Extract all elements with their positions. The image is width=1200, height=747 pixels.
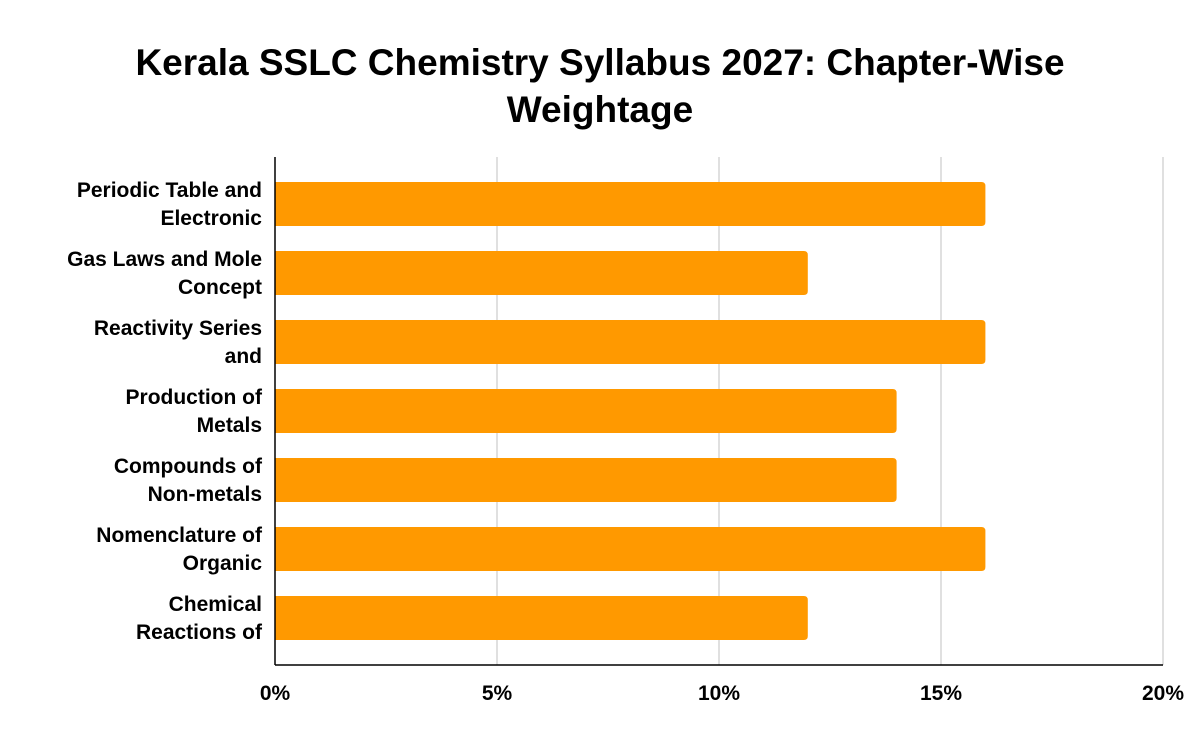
category-label-3-line-2: Metals [197,414,262,437]
category-label-4-line-2: Non-metals [148,483,262,506]
category-label-1-line-2: Concept [178,276,262,299]
category-label-2-line-2: and [225,345,262,368]
category-label-5-line-2: Organic [183,552,263,575]
chart-title-line-2: Weightage [507,89,693,130]
bar-6 [275,596,808,640]
category-label-2-line-1: Reactivity Series [94,317,262,340]
x-tick-label-2: 10% [698,682,740,705]
bars [275,182,986,640]
category-label-1-line-1: Gas Laws and Mole [67,248,262,271]
category-label-0-line-2: Electronic [160,207,262,230]
category-label-6-line-1: Chemical [169,593,262,616]
category-label-6-line-2: Reactions of [136,621,263,644]
category-label-3-line-1: Production of [126,386,263,409]
x-tick-label-4: 20% [1142,682,1184,705]
chart-title-line-1: Kerala SSLC Chemistry Syllabus 2027: Cha… [135,42,1064,83]
bar-3 [275,389,897,433]
category-label-0-line-1: Periodic Table and [77,179,262,202]
x-tick-labels: 0% 5% 10% 15% 20% [260,682,1185,705]
axes [274,157,1163,666]
category-labels: Periodic Table and Electronic Gas Laws and… [67,179,263,644]
x-tick-label-3: 15% [920,682,962,705]
bar-0 [275,182,986,226]
bar-4 [275,458,897,502]
bar-2 [275,320,986,364]
x-tick-label-1: 5% [482,682,513,705]
bar-5 [275,527,986,571]
category-label-5-line-1: Nomenclature of [96,524,263,547]
category-label-4-line-1: Compounds of [114,455,263,478]
bar-1 [275,251,808,295]
x-tick-label-0: 0% [260,682,291,705]
